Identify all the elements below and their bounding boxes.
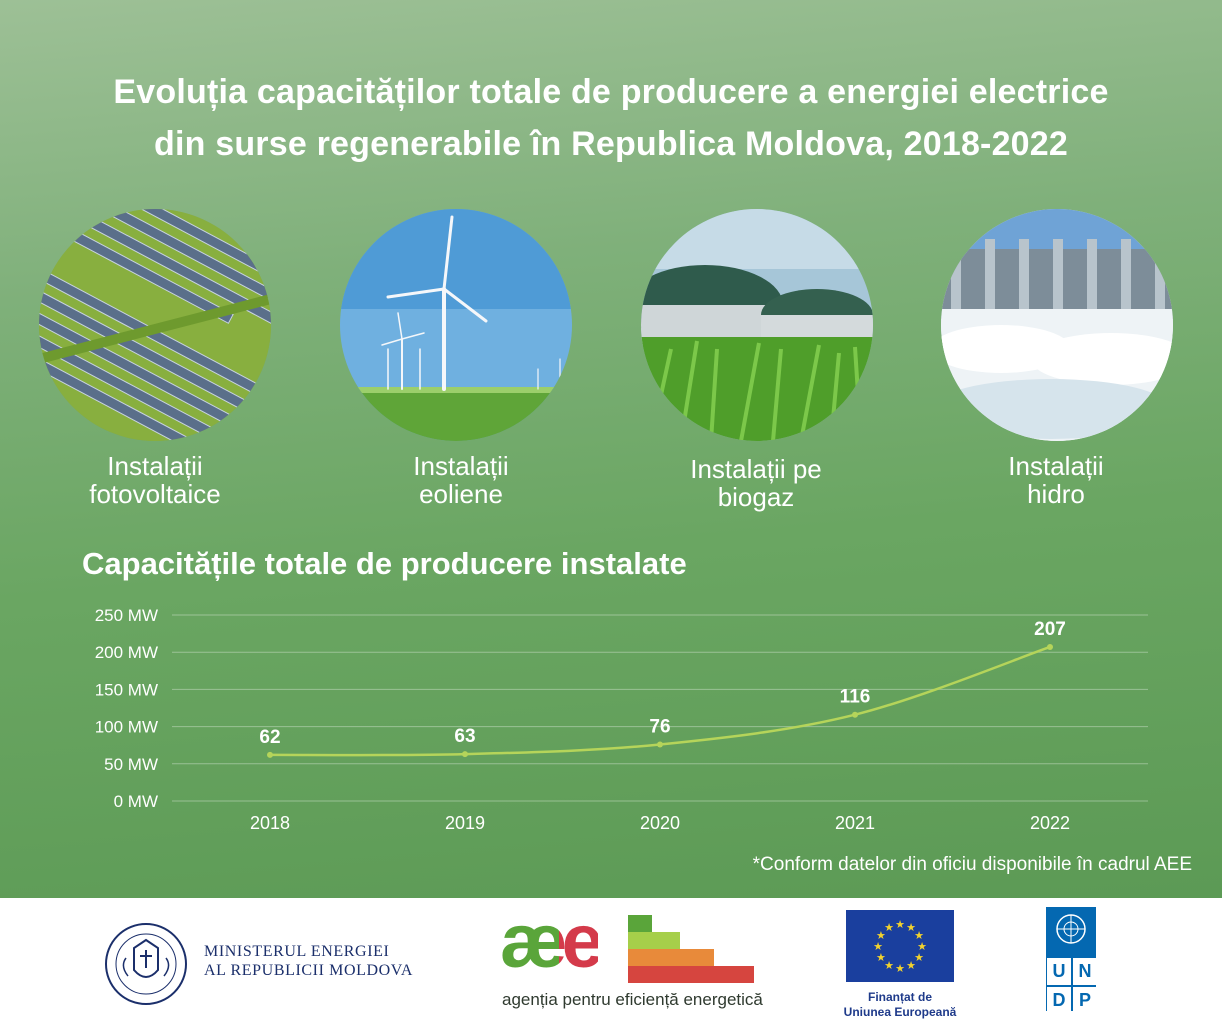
wind-turbine-image (340, 209, 572, 441)
un-emblem-icon (1056, 914, 1086, 944)
hydro-dam-image (941, 209, 1173, 441)
eu-star-icon: ★ (906, 922, 916, 934)
title-line-1: Evoluția capacităților totale de produce… (113, 73, 1109, 111)
data-point (267, 751, 273, 758)
title-line-2: din surse regenerabile în Republica Mold… (153, 125, 1069, 163)
series-line (269, 645, 1051, 757)
photovoltaic-image (39, 209, 271, 441)
energy-rating-bars-icon (628, 915, 754, 983)
data-label: 63 (454, 726, 475, 747)
government-seal-icon (105, 923, 187, 1005)
data-point (657, 741, 663, 748)
eu-star-icon: ★ (873, 941, 883, 953)
data-label: 76 (649, 716, 670, 737)
y-tick-label: 200 MW (95, 643, 158, 662)
eu-funding-caption: Finanțat de Uniunea Europeană (836, 990, 964, 1020)
eu-line: Uniunea Europeană (843, 1005, 957, 1019)
undp-letter: N (1073, 958, 1097, 985)
caption-biogas: Instalații pe biogaz (626, 455, 886, 511)
aee-caption: agenția pentru eficiență energetică (502, 990, 763, 1009)
eu-star-icon: ★ (895, 919, 905, 931)
ministry-name: MINISTERUL ENERGIEI AL REPUBLICII MOLDOV… (204, 942, 413, 980)
y-tick-label: 50 MW (104, 755, 158, 774)
caption-line: Instalații (413, 451, 509, 481)
y-tick-label: 150 MW (95, 680, 158, 699)
footer: MINISTERUL ENERGIEI AL REPUBLICII MOLDOV… (0, 898, 1222, 1024)
caption-line: eoliene (419, 479, 503, 509)
undp-letter: U (1047, 958, 1071, 985)
caption-photovoltaic: Instalații fotovoltaice (25, 452, 285, 508)
ministry-line: AL REPUBLICII MOLDOVA (204, 962, 414, 979)
biogas-image (641, 209, 873, 441)
page-title: Evoluția capacităților totale de produce… (0, 66, 1222, 170)
data-label: 62 (259, 727, 280, 748)
chart-subtitle: Capacitățile totale de producere instala… (82, 546, 687, 581)
caption-line: biogaz (717, 482, 795, 512)
undp-logo: U N D P (1046, 907, 1097, 1014)
eu-star-icon: ★ (876, 930, 886, 942)
caption-line: Instalații (107, 451, 203, 481)
caption-line: hidro (1027, 479, 1085, 509)
eu-line: Finanțat de (867, 990, 932, 1004)
footnote: *Conform datelor din oficiu disponibile … (752, 854, 1192, 875)
undp-letter: D (1047, 987, 1071, 1014)
caption-line: Instalații (1008, 451, 1104, 481)
ministry-line: MINISTERUL ENERGIEI (204, 943, 390, 960)
eu-star-icon: ★ (895, 963, 905, 975)
eu-star-icon: ★ (876, 952, 886, 964)
y-tick-label: 0 MW (114, 792, 158, 811)
caption-line: Instalații pe (690, 454, 822, 484)
line-chart: 0 MW 50 MW 100 MW 150 MW 200 MW 250 MW 2018 201… (95, 606, 1148, 833)
caption-hydro: Instalații hidro (926, 452, 1186, 508)
x-tick-label: 2019 (445, 813, 485, 833)
x-tick-label: 2020 (640, 813, 680, 833)
eu-star-icon: ★ (906, 960, 916, 972)
eu-star-icon: ★ (914, 930, 924, 942)
undp-letter: P (1073, 987, 1097, 1014)
data-label: 116 (840, 687, 871, 708)
data-label: 207 (1034, 619, 1066, 640)
aee-logo-text: æe (500, 899, 604, 984)
x-tick-label: 2018 (250, 813, 290, 833)
eu-star-icon: ★ (884, 922, 894, 934)
data-point (1047, 643, 1053, 650)
x-tick-label: 2021 (835, 813, 875, 833)
data-point (462, 751, 468, 758)
aee-logo: æe (500, 899, 604, 984)
y-tick-label: 250 MW (95, 606, 158, 625)
eu-star-icon: ★ (884, 960, 894, 972)
caption-wind: Instalații eoliene (331, 452, 591, 508)
x-tick-label: 2022 (1030, 813, 1070, 833)
y-tick-label: 100 MW (95, 718, 158, 737)
eu-star-icon: ★ (917, 941, 927, 953)
data-point (852, 711, 858, 718)
eu-star-icon: ★ (914, 952, 924, 964)
caption-line: fotovoltaice (89, 479, 221, 509)
eu-flag-icon: ★ ★★★★★★★★★★★ (846, 910, 954, 982)
infographic-background: Evoluția capacităților totale de produce… (0, 0, 1222, 898)
